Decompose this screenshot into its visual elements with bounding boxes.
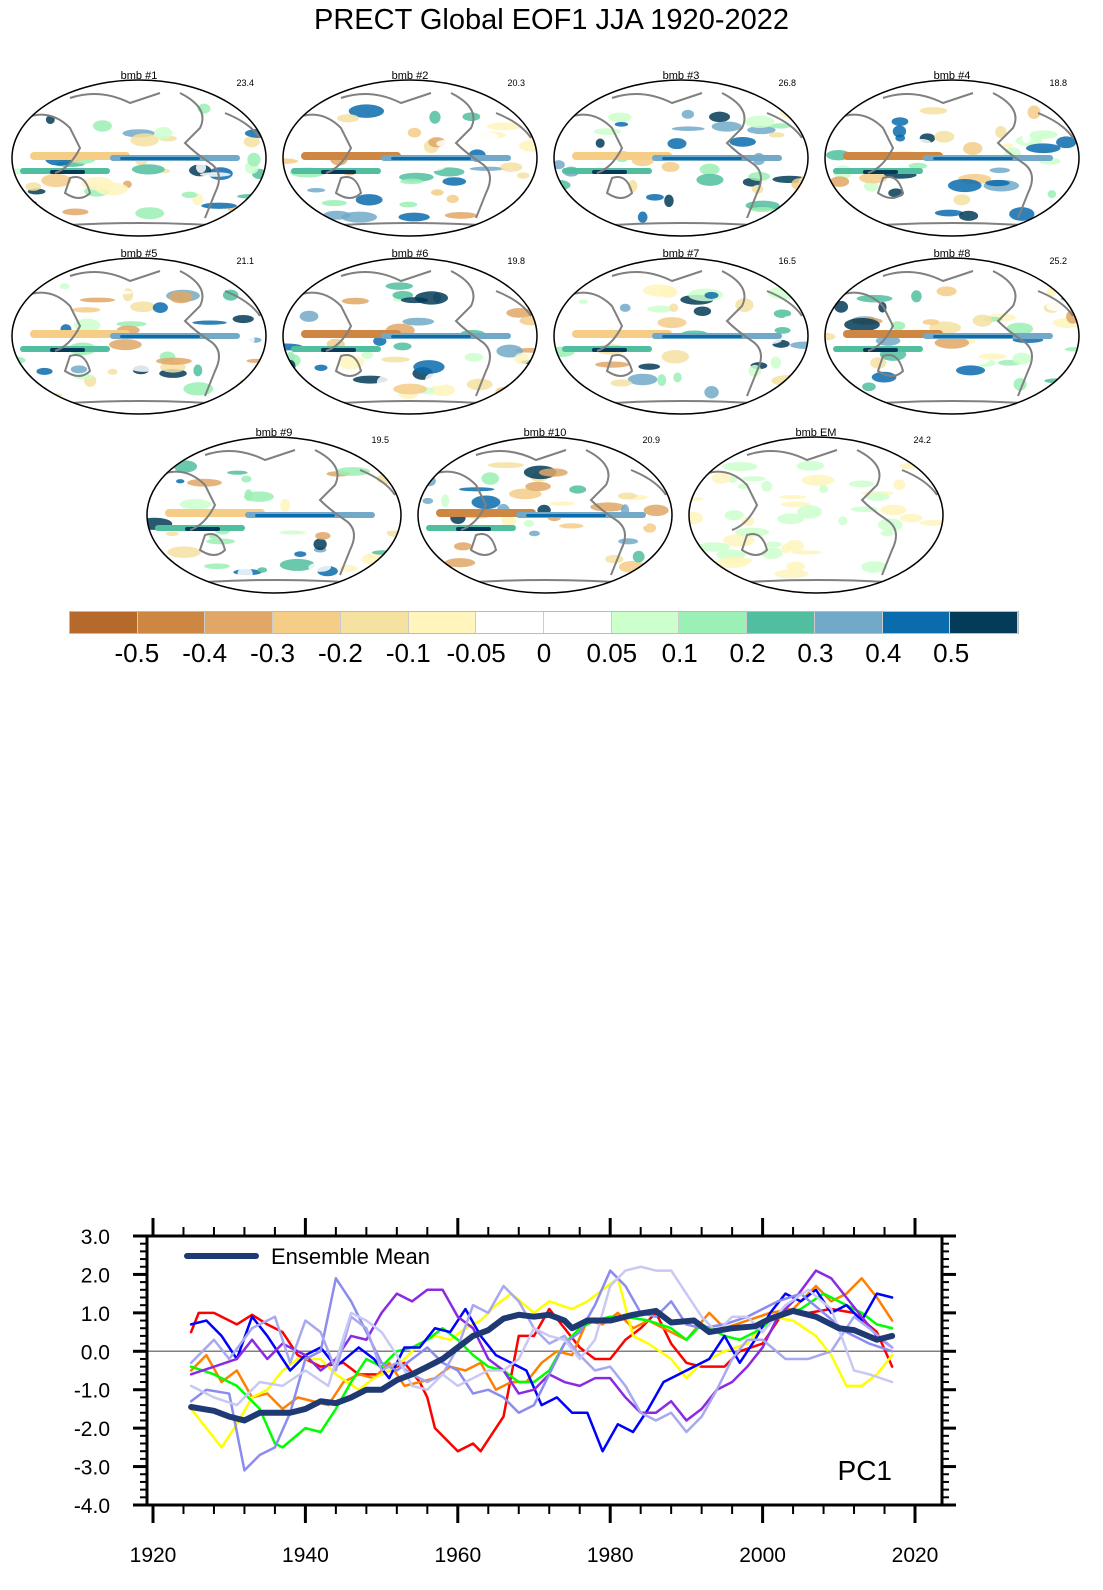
pc1-annotation: PC1 [838, 1455, 892, 1486]
y-tick-label: 3.0 [81, 1226, 110, 1249]
colorbar-label: 0.4 [865, 638, 902, 668]
legend: Ensemble Mean [184, 1244, 430, 1269]
colorbar-swatch [70, 612, 138, 633]
colorbar-label: 0.2 [729, 638, 766, 668]
colorbar-swatch [340, 612, 409, 633]
series-line-member-red [189, 1307, 894, 1453]
series-line-member-blue [189, 1288, 894, 1453]
colorbar-swatch [137, 612, 206, 633]
colorbar [69, 611, 1019, 634]
x-tick-label: 2020 [892, 1544, 939, 1567]
colorbar-swatch [273, 612, 341, 633]
colorbar-label: 0.3 [797, 638, 834, 668]
variance-percent: 20.3 [507, 78, 525, 88]
y-tick-label: 1.0 [81, 1303, 110, 1326]
colorbar-label: 0.5 [933, 638, 970, 668]
map-label: bmb #9 [255, 427, 293, 439]
eof-map-7: bmb #7 16.5 [552, 248, 810, 434]
map-label: bmb #7 [662, 248, 700, 260]
variance-percent: 20.9 [642, 435, 660, 445]
colorbar-label: 0.1 [661, 638, 698, 668]
x-tick-label: 1960 [434, 1544, 481, 1567]
variance-percent: 19.8 [507, 256, 525, 266]
eof-map-10: bmb #10 20.9 [416, 427, 674, 613]
map-label: bmb #6 [391, 248, 429, 260]
series-line-member-slateblue [189, 1269, 894, 1472]
colorbar-swatch [408, 612, 477, 633]
variance-percent: 23.4 [236, 78, 254, 88]
colorbar-swatch [950, 612, 1019, 633]
colorbar-label: 0.05 [586, 638, 638, 668]
pc1-timeseries-chart: 3.0 2.0 1.0 0.0 -1.0 -2.0 -3.0 -4.0 1920 1940 1960… [74, 1218, 956, 1567]
map-label: bmb #4 [933, 70, 971, 82]
colorbar-label: 0 [536, 638, 552, 668]
series-line-member-pale-lavender [189, 1265, 894, 1407]
map-label: bmb #10 [523, 427, 567, 439]
variance-percent: 18.8 [1049, 78, 1067, 88]
colorbar-label: -0.1 [385, 638, 431, 668]
eof-map-3: bmb #3 26.8 [552, 70, 810, 256]
eof-map-5: bmb #5 21.1 [10, 248, 268, 434]
y-tick-label: -4.0 [74, 1495, 110, 1518]
colorbar-label: -0.05 [446, 638, 506, 668]
eof-map-6: bmb #6 19.8 [281, 248, 539, 434]
axes [133, 1218, 956, 1523]
map-label: bmb #8 [933, 248, 971, 260]
map-label: bmb #5 [120, 248, 158, 260]
map-label: bmb EM [795, 427, 837, 439]
variance-percent: 26.8 [778, 78, 796, 88]
colorbar-label: -0.3 [250, 638, 295, 668]
eof-map-8: bmb #8 25.2 [823, 248, 1081, 434]
plot-frame [145, 1234, 944, 1507]
variance-percent: 24.2 [913, 435, 931, 445]
map-label: bmb #2 [391, 70, 429, 82]
colorbar-label: -0.2 [318, 638, 363, 668]
legend-label: Ensemble Mean [271, 1244, 430, 1269]
eof-map-1: bmb #1 23.4 [10, 70, 268, 256]
colorbar-swatch [544, 612, 612, 633]
y-tick-label: 2.0 [81, 1264, 110, 1287]
map-label: bmb #1 [120, 70, 158, 82]
eof-map-2: bmb #2 20.3 [281, 70, 539, 256]
series-line-ensemble-mean [188, 1307, 896, 1424]
colorbar-swatch [611, 612, 680, 633]
map-label: bmb #3 [662, 70, 700, 82]
colorbar-label: -0.4 [182, 638, 228, 668]
x-tick-label: 1920 [130, 1544, 177, 1567]
x-tick-label: 1980 [587, 1544, 634, 1567]
colorbar-label: -0.5 [114, 638, 160, 668]
y-tick-label: -3.0 [74, 1457, 110, 1480]
y-tick-label: -2.0 [74, 1418, 110, 1441]
figure-title: PRECT Global EOF1 JJA 1920-2022 [314, 4, 789, 36]
colorbar-swatch [882, 612, 951, 633]
variance-percent: 16.5 [778, 256, 796, 266]
colorbar-swatch [747, 612, 815, 633]
variance-percent: 19.5 [371, 435, 389, 445]
eof-map-4: bmb #4 18.8 [823, 70, 1081, 256]
eof-map-11: bmb EM 24.2 [687, 427, 945, 613]
colorbar-swatch [205, 612, 274, 633]
colorbar-swatch [476, 612, 545, 633]
x-tick-label: 1940 [282, 1544, 329, 1567]
colorbar-swatch [814, 612, 883, 633]
colorbar-swatch [679, 612, 748, 633]
y-tick-label: -1.0 [74, 1380, 110, 1403]
x-tick-label: 2000 [739, 1544, 786, 1567]
variance-percent: 21.1 [236, 256, 254, 266]
y-tick-label: 0.0 [81, 1341, 110, 1364]
eof-map-9: bmb #9 19.5 [145, 427, 403, 613]
variance-percent: 25.2 [1049, 256, 1067, 266]
